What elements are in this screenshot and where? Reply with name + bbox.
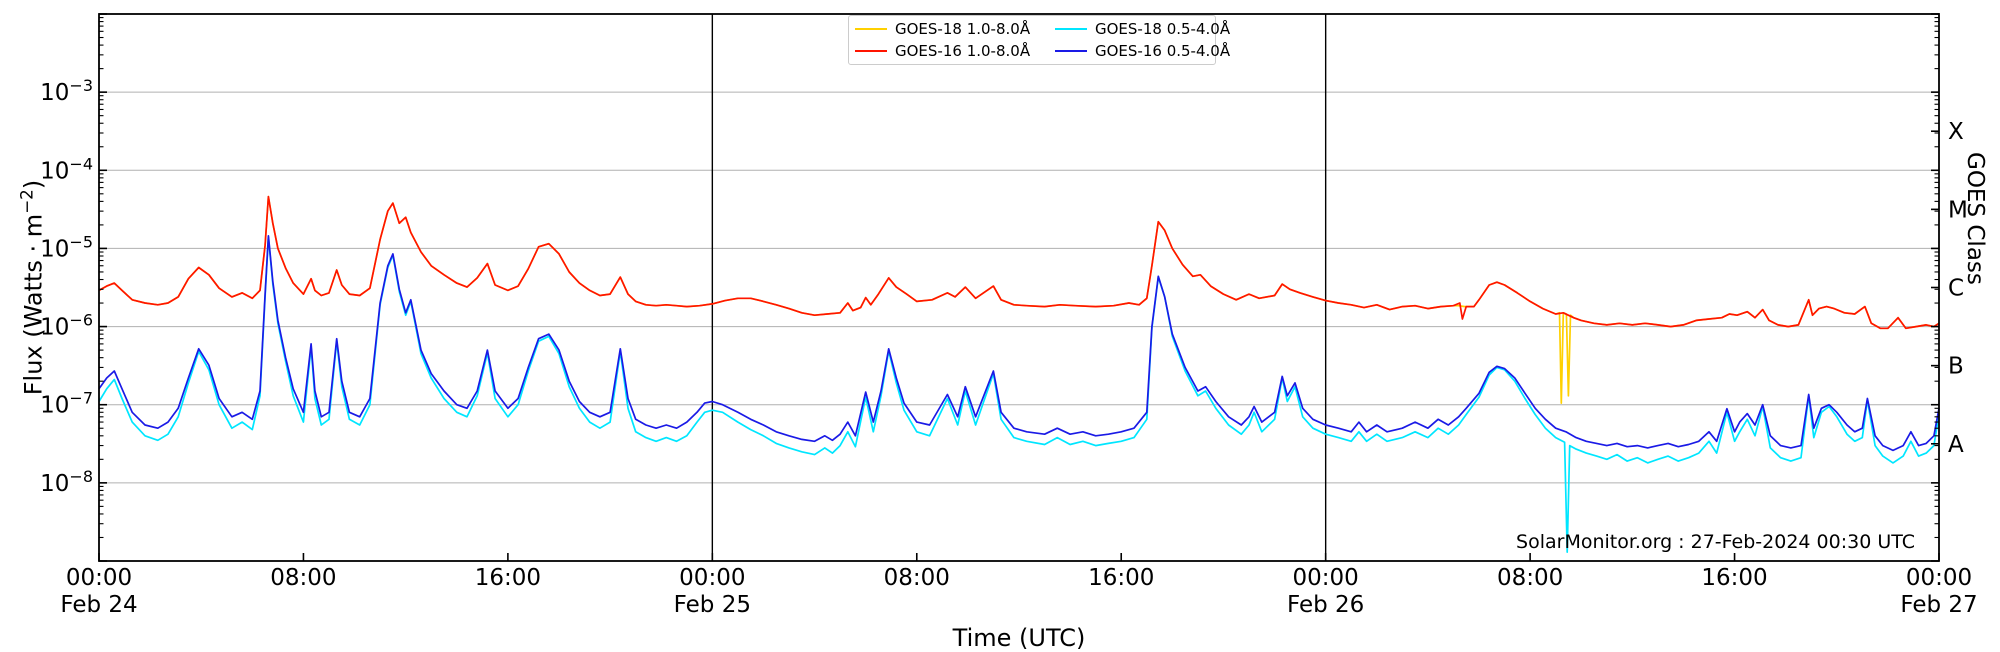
gridlines	[99, 91, 1939, 484]
goes-class-labels: X M C B A	[1931, 119, 1968, 458]
legend-item-goes16-long: GOES-16 1.0-8.0Å	[855, 41, 1055, 61]
y-tick-label: 10−3	[40, 76, 93, 106]
x-tick-label: 00:00	[1293, 565, 1359, 591]
y-tick-label: 10−5	[40, 232, 93, 262]
x-axis-label: Time (UTC)	[952, 624, 1086, 652]
x-tick-label: 16:00	[475, 565, 541, 591]
y-tick-label: 10−8	[40, 467, 93, 497]
x-tick-label: 00:00	[66, 565, 132, 591]
legend-item-goes16-short: GOES-16 0.5-4.0Å	[1055, 41, 1230, 61]
goes-class-letter: M	[1948, 197, 1968, 223]
goes16-short-swatch	[1055, 50, 1087, 52]
x-tick-label: 08:00	[1497, 565, 1563, 591]
y-tick-label: 10−4	[40, 154, 93, 184]
x-tick-label: 00:00	[1906, 565, 1972, 591]
series-GOES-18 1.0-8.0Å	[98, 195, 1940, 404]
day-separators	[711, 14, 1327, 561]
y-tick-labels: 10−3 10−4 10−5 10−6 10−7 10−8	[40, 76, 93, 497]
goes-class-letter: C	[1948, 276, 1964, 302]
legend-label: GOES-18 1.0-8.0Å	[895, 20, 1031, 38]
y-axis-label: Flux (Watts · m−2)	[16, 179, 48, 396]
goes-class-letter: X	[1948, 119, 1964, 145]
y-tick-label: 10−7	[40, 389, 93, 419]
x-tick-day-label: Feb 26	[1287, 592, 1364, 618]
goes18-short-swatch	[1055, 28, 1087, 30]
goes18-long-swatch	[855, 28, 887, 30]
legend-label: GOES-16 0.5-4.0Å	[1095, 42, 1231, 60]
goes-class-letter: A	[1948, 432, 1964, 458]
legend-label: GOES-16 1.0-8.0Å	[895, 42, 1031, 60]
series-lines	[98, 195, 1940, 553]
legend-item-goes18-long: GOES-18 1.0-8.0Å	[855, 19, 1055, 39]
series-GOES-16 0.5-4.0Å	[98, 234, 1940, 452]
legend-item-goes18-short: GOES-18 0.5-4.0Å	[1055, 19, 1230, 39]
x-tick-label: 08:00	[270, 565, 336, 591]
goes-class-letter: B	[1948, 354, 1964, 380]
x-tick-label: 16:00	[1088, 565, 1154, 591]
legend-label: GOES-18 0.5-4.0Å	[1095, 20, 1231, 38]
solarmonitor-watermark: SolarMonitor.org : 27-Feb-2024 00:30 UTC	[1516, 531, 1915, 553]
series-GOES-16 1.0-8.0Å	[98, 195, 1940, 330]
y-axis-ticks	[99, 13, 1939, 562]
x-tick-day-label: Feb 27	[1900, 592, 1977, 618]
legend: GOES-18 1.0-8.0Å GOES-16 1.0-8.0Å GOES-1…	[848, 15, 1230, 65]
goes-class-axis-label: GOES Class	[1962, 152, 1988, 285]
axes-frame	[98, 13, 1940, 562]
x-tick-day-label: Feb 24	[60, 592, 137, 618]
x-tick-label: 16:00	[1701, 565, 1767, 591]
x-tick-day-label: Feb 25	[674, 592, 751, 618]
series-GOES-18 0.5-4.0Å	[98, 236, 1940, 553]
goes16-long-swatch	[855, 50, 887, 52]
x-tick-label: 00:00	[679, 565, 745, 591]
x-tick-label: 08:00	[884, 565, 950, 591]
y-tick-label: 10−6	[40, 311, 93, 341]
